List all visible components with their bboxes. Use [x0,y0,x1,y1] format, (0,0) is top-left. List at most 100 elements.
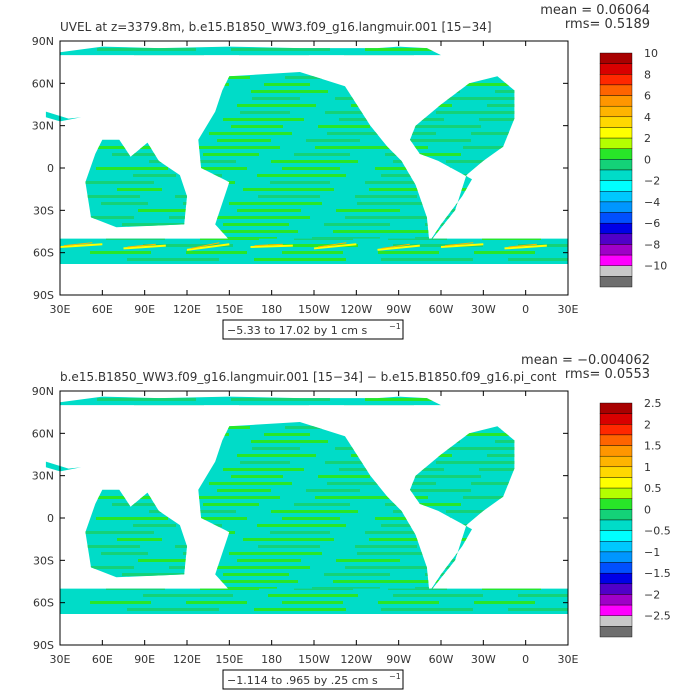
colorbar-swatch [599,455,633,468]
lon-tick-label: 150E [215,303,243,316]
colorbar-swatch [599,445,633,457]
colorbar-label: −10 [644,260,667,273]
rms-label: rms= 0.5189 [565,17,650,32]
lon-tick-label: 180 [261,653,282,666]
lon-tick-label: 0 [522,653,529,666]
lat-axis: 90N 60N 30N 0 30S 60S 90S [32,385,568,652]
contour-info-text: −1.114 to .965 by .25 cm s [227,674,378,687]
colorbar-swatch [599,509,633,521]
lon-tick-label: 30E [50,303,71,316]
lon-tick-label: 30E [50,653,71,666]
colorbar-swatch [599,572,633,585]
lon-tick-label: 90E [134,653,155,666]
colorbar-swatch [599,530,633,542]
colorbar-label: −8 [644,238,660,251]
colorbar-label: 10 [644,47,658,60]
lon-tick-label: 60E [92,653,113,666]
colorbar-swatch [599,244,633,256]
lat-tick-label: 90N [32,35,54,48]
colorbar-swatch [599,498,633,510]
lon-tick-label: 120W [340,303,372,316]
colorbar-label: 8 [644,68,651,81]
colorbar-swatch [599,137,633,149]
lon-tick-label: 120W [340,653,372,666]
ocean-basin [198,422,441,606]
colorbar: 2.5 2 1.5 1 0.5 0 −0.5 −1 −1.5 −2 −2.5 [599,397,671,638]
contour-info-text: −5.33 to 17.02 by 1 cm s [227,324,367,337]
colorbar-swatch [599,95,633,107]
lon-tick-label: 0 [522,303,529,316]
lat-axis: 90N 60N 30N 0 30S 60S 90S [32,35,568,302]
lat-tick-label: 0 [47,162,54,175]
lon-tick-label: 120E [173,303,201,316]
ocean-streaks [90,588,568,611]
colorbar-label: 0 [644,503,651,516]
colorbar-swatch [599,52,633,64]
colorbar-swatch [599,74,633,86]
contour-unit-exponent: −1 [389,322,401,331]
colorbar-swatch [599,615,633,627]
lon-tick-label: 60E [92,303,113,316]
lon-tick-label: 150E [215,653,243,666]
lat-tick-label: 60N [32,77,54,90]
colorbar-swatch [599,626,633,638]
ocean-basin [45,461,82,472]
colorbar-swatch [599,105,633,118]
colorbar-swatch [599,276,633,288]
colorbar-label: −6 [644,217,660,230]
colorbar-swatch [599,180,633,192]
rms-label: rms= 0.0553 [565,367,650,382]
map-panel-1: 30E 60E 90E 120E 150E 180 150W 120W 90W 60W 30W 0 30… [32,3,667,340]
colorbar-swatch [599,466,633,478]
colorbar-label: 4 [644,111,651,124]
lat-tick-label: 60N [32,427,54,440]
colorbar-swatch [599,541,633,553]
colorbar-swatch [599,233,633,245]
ocean-streaks [97,48,441,56]
lon-axis: 30E 60E 90E 120E 150E 180 150W 120W 90W 60W 30W 0 30… [50,41,579,316]
lon-tick-label: 90E [134,303,155,316]
lat-tick-label: 90S [33,289,54,302]
lon-tick-label: 150W [298,653,330,666]
colorbar-swatch [599,265,633,277]
colorbar-label: −2 [644,588,660,601]
colorbar-label: −1 [644,546,660,559]
colorbar-swatch [599,519,633,531]
colorbar-swatch [599,148,633,160]
lon-tick-label: 180 [261,303,282,316]
lon-tick-label: 60W [429,303,454,316]
mean-label: mean = −0.004062 [521,353,650,368]
lat-tick-label: 90S [33,639,54,652]
lat-tick-label: 30S [33,554,54,567]
ocean-basin [45,111,82,122]
colorbar-label: −1.5 [644,567,671,580]
lat-tick-label: 30N [32,470,54,483]
colorbar-label: −4 [644,196,660,209]
lon-tick-label: 30W [471,653,496,666]
colorbar-swatch [599,159,633,171]
colorbar-label: 6 [644,90,651,103]
colorbar-swatch [599,63,633,75]
colorbar-swatch [599,551,633,563]
lon-axis: 30E 60E 90E 120E 150E 180 150W 120W 90W 60W 30W 0 30… [50,391,579,666]
contour-unit-exponent: −1 [389,672,401,681]
colorbar-swatch [599,477,633,489]
colorbar-label: 0 [644,153,651,166]
lon-tick-label: 120E [173,653,201,666]
contour-info-frame [222,669,404,690]
contour-info-frame [222,319,404,340]
acc-jet [59,242,547,251]
colorbar-label: 2 [644,132,651,145]
lat-tick-label: 60S [33,597,54,610]
lon-tick-label: 150W [298,303,330,316]
colorbar-swatch [599,604,633,616]
colorbar-label: 1.5 [644,440,662,453]
lon-tick-label: 30E [558,303,579,316]
colorbar-label: −2.5 [644,610,671,623]
colorbar-swatch [599,201,633,213]
mean-label: mean = 0.06064 [540,3,650,18]
colorbar-swatch [599,434,633,446]
colorbar-swatch [599,413,633,425]
colorbar-swatch [599,562,633,574]
